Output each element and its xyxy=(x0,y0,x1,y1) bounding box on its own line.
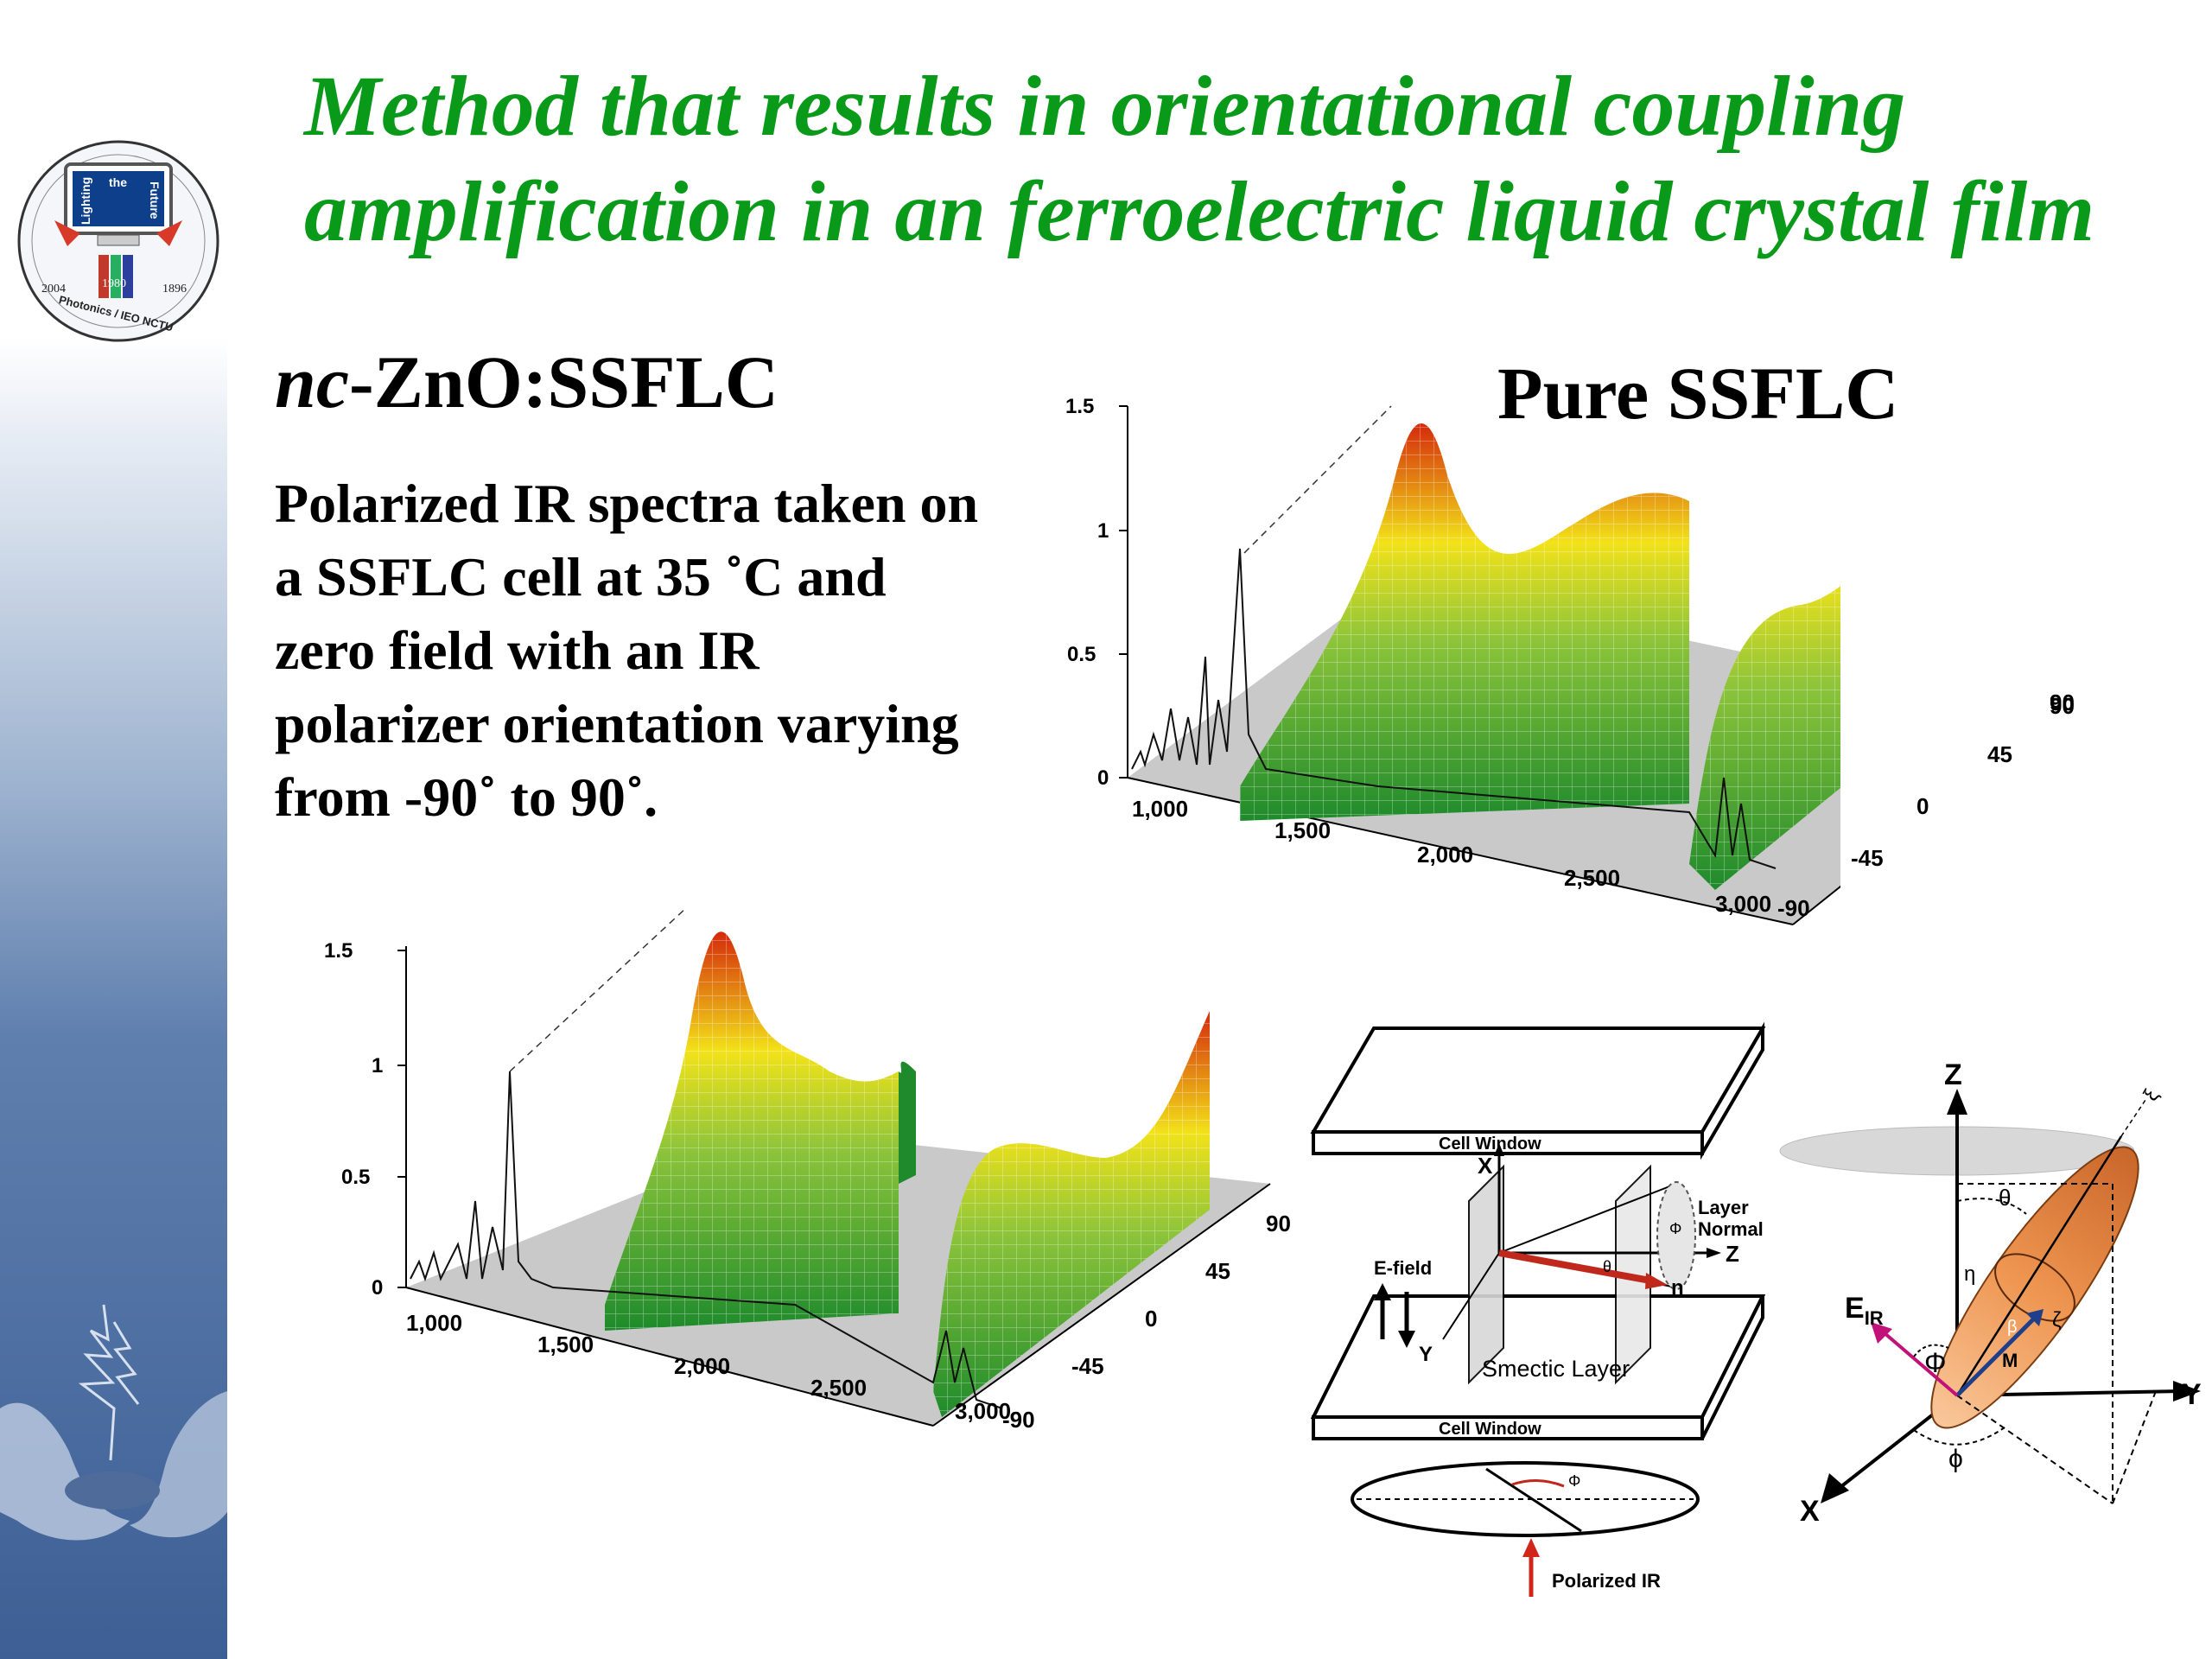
y-tick-m45: -45 xyxy=(1071,1353,1104,1379)
slide-title-line-2: amplification in an ferroelectric liquid… xyxy=(304,163,2095,259)
y-tick-45: 45 xyxy=(1205,1258,1230,1284)
z-tick-1: 1 xyxy=(372,1054,383,1077)
x-tick-3000: 3,000 xyxy=(1715,891,1771,917)
cell-window-top-label: Cell Window xyxy=(1439,1135,1541,1154)
z-tick-0: 0 xyxy=(1097,766,1109,790)
ell-xi-label: ξ xyxy=(2139,1085,2164,1105)
ell-beta-label: β xyxy=(2007,1318,2018,1337)
subtitle-rest: -ZnO:SSFLC xyxy=(349,340,779,423)
subtitle-pure-ssflc: Pure SSFLC xyxy=(1497,352,1899,435)
cell-z-label: Z xyxy=(1726,1241,1739,1267)
cell-window-bottom-label: Cell Window xyxy=(1439,1420,1541,1439)
y-tick-90: 90 xyxy=(1266,1211,1291,1236)
logo-text-future: Future xyxy=(148,181,162,219)
plot-pure-ssflc-right-ticks: 90 45 0 -45 xyxy=(1851,690,2075,871)
e-field-label: E-field xyxy=(1374,1257,1432,1279)
z-tick-0-5: 0.5 xyxy=(341,1166,370,1189)
y-tick-m45: -45 xyxy=(1851,845,1884,871)
z-tick-0: 0 xyxy=(372,1276,383,1300)
description-text: Polarized IR spectra taken on a SSFLC ce… xyxy=(275,473,979,828)
logo-year-left: 2004 xyxy=(41,283,66,296)
y-axis-ticks: -90 -45 0 45 90 xyxy=(1002,1211,1291,1433)
ell-eta-label: η xyxy=(1964,1262,1975,1286)
x-tick-2500: 2,500 xyxy=(1564,865,1620,891)
logo-text-lighting: Lighting xyxy=(79,177,92,225)
cell-layer-normal-line1: Layer xyxy=(1698,1197,1749,1218)
x-tick-2000: 2,000 xyxy=(674,1353,730,1379)
cell-y-label: Y xyxy=(1419,1343,1433,1366)
y-tick-0: 0 xyxy=(1916,793,1929,819)
x-axis-ticks: 1,000 1,500 2,000 2,500 3,000 xyxy=(406,1310,1011,1424)
z-tick-0-5: 0.5 xyxy=(1067,643,1096,666)
y-tick-m90: -90 xyxy=(1777,895,1810,921)
x-tick-1500: 1,500 xyxy=(1274,817,1331,843)
y-axis-ticks: -90 -45 xyxy=(1777,895,1810,921)
ellipsoid-orientation-diagram: Z Y X ξ ζ θ η M β EIR xyxy=(1776,1054,2212,1538)
z-axis-ticks: 0 0.5 1 1.5 xyxy=(324,939,406,1300)
z-tick-1-5: 1.5 xyxy=(324,939,353,963)
x-tick-2500: 2,500 xyxy=(810,1375,867,1401)
ell-theta-label: θ xyxy=(1999,1185,2011,1211)
y-tick-m90: -90 xyxy=(1002,1407,1035,1433)
cell-x-label: X xyxy=(1478,1153,1493,1179)
ell-big-phi-label: Φ xyxy=(1924,1347,1947,1378)
cell-geometry-diagram: Cell Window Cell Window X Z Y n θ Φ Laye… xyxy=(1305,1020,1771,1607)
polarizer-phi-label: Φ xyxy=(1568,1472,1580,1490)
subtitle-nc-zno-ssflc: nc-ZnO:SSFLC xyxy=(275,339,779,425)
cell-phi-small: Φ xyxy=(1669,1220,1681,1237)
polarized-ir-label: Polarized IR xyxy=(1552,1570,1661,1592)
plot-nc-zno-ssflc: 0 0.5 1 1.5 1,000 1,500 2,000 2,500 3,00… xyxy=(311,899,1313,1452)
cell-n-label: n xyxy=(1671,1276,1684,1300)
slide-title-line-1: Method that results in orientational cou… xyxy=(304,58,1906,154)
ell-zeta-label: ζ xyxy=(2052,1308,2062,1332)
x-tick-3000: 3,000 xyxy=(955,1398,1011,1424)
x-tick-1000: 1,000 xyxy=(406,1310,462,1336)
logo-year-right: 1896 xyxy=(162,283,187,296)
subtitle-prefix: nc xyxy=(275,340,349,423)
ell-y-label: Y xyxy=(2182,1378,2202,1411)
ir-spectrum-line xyxy=(1131,548,1777,869)
x-tick-1500: 1,500 xyxy=(537,1332,594,1357)
y-tick-45: 45 xyxy=(1987,741,2012,767)
slide-title: Method that results in orientational cou… xyxy=(304,54,2188,264)
cell-theta-small: θ xyxy=(1603,1258,1611,1275)
ell-small-phi-label: ϕ xyxy=(1948,1445,1963,1473)
logo-text-the: the xyxy=(109,175,127,189)
y-tick-0: 0 xyxy=(1145,1306,1157,1332)
ell-z-label: Z xyxy=(1944,1058,1962,1091)
ell-x-label: X xyxy=(1800,1495,1820,1528)
x-tick-2000: 2,000 xyxy=(1417,842,1473,868)
nctu-photonics-logo: Lighting the Future 2004 1980 1896 Photo… xyxy=(17,140,219,342)
hands-plant-image xyxy=(0,1304,227,1541)
z-tick-1: 1 xyxy=(1097,519,1109,543)
x-tick-1000: 1,000 xyxy=(1132,796,1188,822)
logo-year-mid: 1980 xyxy=(102,277,126,290)
z-tick-1-5: 1.5 xyxy=(1065,395,1094,418)
ell-m-label: M xyxy=(2002,1350,2018,1371)
cell-layer-normal-line2: Normal xyxy=(1698,1218,1764,1240)
y-tick-90: 90 xyxy=(2050,693,2075,719)
plot-pure-ssflc-y-ticks: 90 xyxy=(1849,683,2075,942)
y-tick-90: 90 xyxy=(2050,690,2075,715)
ir-spectrum-line xyxy=(410,1071,1003,1409)
x-axis-ticks: 1,000 1,500 2,000 2,500 3,000 xyxy=(1132,796,1771,917)
smectic-layer-label: Smectic Layer xyxy=(1482,1356,1630,1382)
z-axis-ticks: 0 0.5 1 1.5 xyxy=(1065,395,1128,790)
plot-pure-ssflc: 0 0.5 1 1.5 1,000 1,500 2,000 2,500 3,00… xyxy=(1033,372,2053,933)
ell-e-ir-label: EIR xyxy=(1845,1292,1884,1329)
